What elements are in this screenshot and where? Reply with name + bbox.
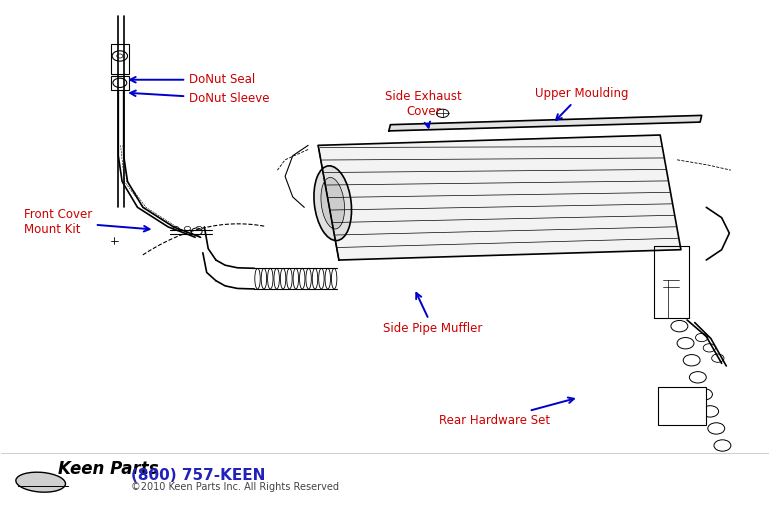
Circle shape xyxy=(172,226,179,231)
Ellipse shape xyxy=(16,472,65,492)
Bar xyxy=(111,44,129,74)
Polygon shape xyxy=(318,135,681,260)
Text: Side Pipe Muffler: Side Pipe Muffler xyxy=(383,293,483,335)
Text: (800) 757-KEEN: (800) 757-KEEN xyxy=(132,468,266,483)
Bar xyxy=(658,386,705,425)
Ellipse shape xyxy=(313,268,318,289)
Circle shape xyxy=(677,338,694,349)
Circle shape xyxy=(683,355,700,366)
Ellipse shape xyxy=(280,268,286,289)
Text: Keen Parts: Keen Parts xyxy=(59,461,159,478)
Circle shape xyxy=(695,388,712,400)
Text: Upper Moulding: Upper Moulding xyxy=(535,87,628,120)
Circle shape xyxy=(113,78,127,88)
Circle shape xyxy=(117,54,123,58)
Circle shape xyxy=(703,344,715,352)
Ellipse shape xyxy=(331,268,336,289)
Ellipse shape xyxy=(286,268,292,289)
Text: DoNut Sleeve: DoNut Sleeve xyxy=(130,91,270,105)
Polygon shape xyxy=(389,116,701,131)
Text: Front Cover
Mount Kit: Front Cover Mount Kit xyxy=(24,208,149,236)
Ellipse shape xyxy=(325,268,330,289)
Text: ©2010 Keen Parts Inc. All Rights Reserved: ©2010 Keen Parts Inc. All Rights Reserve… xyxy=(132,482,340,492)
Bar xyxy=(111,76,129,90)
Circle shape xyxy=(191,228,202,235)
Ellipse shape xyxy=(261,268,266,289)
Circle shape xyxy=(184,226,190,231)
Circle shape xyxy=(714,440,731,451)
Circle shape xyxy=(671,321,688,332)
Text: DoNut Seal: DoNut Seal xyxy=(130,73,255,86)
Circle shape xyxy=(689,371,706,383)
Circle shape xyxy=(701,406,718,417)
Ellipse shape xyxy=(274,268,280,289)
Ellipse shape xyxy=(255,268,260,289)
Ellipse shape xyxy=(293,268,299,289)
Ellipse shape xyxy=(314,166,352,240)
Circle shape xyxy=(112,51,128,61)
Ellipse shape xyxy=(268,268,273,289)
Circle shape xyxy=(695,334,708,342)
Ellipse shape xyxy=(321,178,344,229)
Circle shape xyxy=(437,109,449,118)
Circle shape xyxy=(711,354,724,362)
Ellipse shape xyxy=(306,268,311,289)
Ellipse shape xyxy=(319,268,324,289)
Text: Rear Hardware Set: Rear Hardware Set xyxy=(439,397,574,427)
Circle shape xyxy=(708,423,725,434)
Ellipse shape xyxy=(300,268,305,289)
Circle shape xyxy=(196,226,202,231)
Text: Side Exhaust
Cover: Side Exhaust Cover xyxy=(385,90,462,127)
